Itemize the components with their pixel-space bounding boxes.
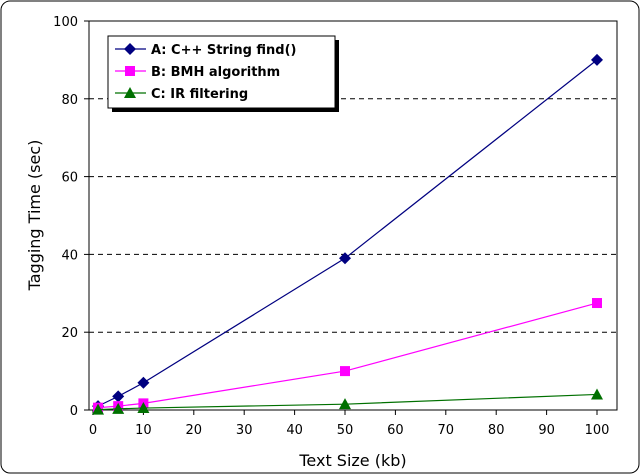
data-point [339,398,351,410]
legend-label: A: C++ String find() [151,43,297,58]
x-tick-label: 30 [236,423,253,438]
x-tick-label: 80 [488,423,505,438]
legend-marker [124,87,136,98]
y-tick-label: 0 [70,404,78,419]
y-tick-label: 100 [53,15,78,30]
legend-marker [125,66,135,76]
legend-marker [124,43,136,55]
legend-label: C: IR filtering [151,87,248,102]
data-point [137,376,150,389]
axis-ticks: 0 20 40 60 80 100 0 10 20 30 40 50 60 70 80 90 100 [53,15,609,438]
y-tick-label: 40 [61,248,78,263]
legend-label: B: BMH algorithm [151,65,280,80]
y-tick-label: 20 [61,326,78,341]
x-tick-label: 60 [387,423,404,438]
data-point [137,402,150,414]
x-tick-label: 0 [89,423,97,438]
x-tick-label: 100 [585,423,610,438]
y-tick-label: 80 [61,93,78,108]
y-tick-label: 60 [61,171,78,186]
legend-item: C: IR filtering [115,87,248,102]
legend-item: A: C++ String find() [115,43,297,58]
x-tick-label: 40 [286,423,303,438]
x-tick-label: 90 [538,423,555,438]
data-point [339,252,351,265]
grid [89,98,617,333]
legend: A: C++ String find() B: BMH algorithm C: I… [107,35,339,112]
series-c [92,388,603,415]
data-point [92,403,105,415]
data-point [112,390,125,403]
data-point [340,366,350,377]
data-point [591,53,603,66]
y-axis-title: Tagging Time (sec) [25,140,44,292]
x-tick-label: 20 [186,423,203,438]
series-layer [92,53,603,415]
data-point [591,388,603,400]
x-tick-label: 50 [337,423,354,438]
legend-item: B: BMH algorithm [115,65,280,80]
legend-box [107,35,336,109]
data-point [592,298,602,309]
x-tick-label: 70 [438,423,455,438]
data-point [112,402,125,414]
x-tick-label: 10 [135,423,152,438]
x-axis-title: Text Size (kb) [298,451,406,470]
